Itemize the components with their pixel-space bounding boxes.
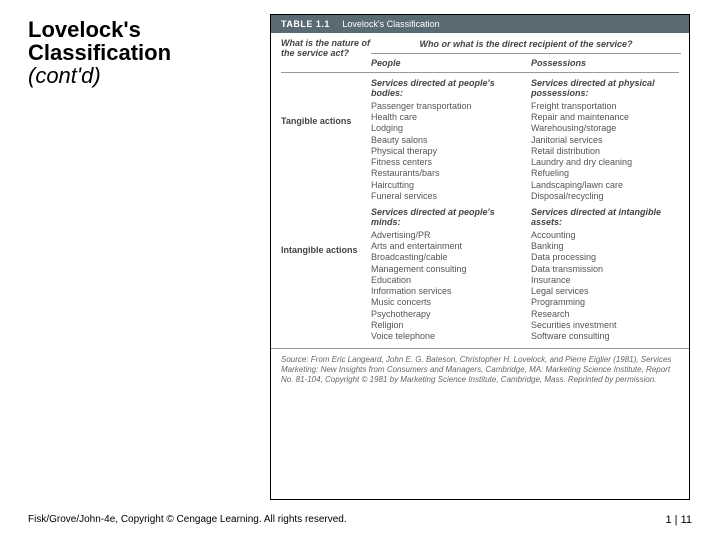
classification-table: TABLE 1.1 Lovelock's Classification What… [270, 14, 690, 500]
list-minds: Advertising/PRArts and entertainmentBroa… [371, 230, 523, 343]
list-item: Securities investment [531, 320, 681, 331]
list-item: Warehousing/storage [531, 123, 681, 134]
source-citation: Source: From Eric Langeard, John E. G. B… [271, 348, 689, 385]
list-item: Passenger transportation [371, 101, 523, 112]
footer-page-number: 1 | 11 [665, 514, 692, 526]
list-item: Arts and entertainment [371, 241, 523, 252]
list-item: Funeral services [371, 191, 523, 202]
question-nature: What is the nature of the service act? [281, 39, 371, 59]
table-body: Tangible actions Services directed at pe… [271, 79, 689, 342]
slide-title: Lovelock's Classification (cont'd) [28, 18, 248, 87]
list-item: Physical therapy [371, 146, 523, 157]
list-bodies: Passenger transportationHealth careLodgi… [371, 101, 523, 202]
list-item: Repair and maintenance [531, 112, 681, 123]
list-item: Insurance [531, 275, 681, 286]
row-label-tangible: Tangible actions [281, 79, 371, 202]
list-item: Disposal/recycling [531, 191, 681, 202]
category-intangible-assets: Services directed at intangible assets: [531, 208, 681, 228]
list-item: Fitness centers [371, 157, 523, 168]
table-number: TABLE 1.1 [281, 19, 330, 29]
list-item: Janitorial services [531, 135, 681, 146]
list-item: Restaurants/bars [371, 168, 523, 179]
slide-footer: Fisk/Grove/John-4e, Copyright © Cengage … [28, 514, 692, 526]
list-item: Advertising/PR [371, 230, 523, 241]
title-line-2: Classification [28, 41, 248, 64]
row-label-intangible: Intangible actions [281, 208, 371, 342]
list-item: Data processing [531, 252, 681, 263]
list-intangible: AccountingBankingData processingData tra… [531, 230, 681, 343]
list-item: Management consulting [371, 264, 523, 275]
table-question-row: What is the nature of the service act? W… [271, 33, 689, 68]
list-item: Retail distribution [531, 146, 681, 157]
col-header-possessions: Possessions [531, 58, 586, 68]
list-item: Banking [531, 241, 681, 252]
section-intangible: Intangible actions Services directed at … [281, 208, 679, 342]
list-item: Religion [371, 320, 523, 331]
list-item: Haircutting [371, 180, 523, 191]
list-item: Lodging [371, 123, 523, 134]
question-recipient: Who or what is the direct recipient of t… [371, 39, 681, 54]
category-bodies: Services directed at people's bodies: [371, 79, 523, 99]
list-item: Research [531, 309, 681, 320]
list-item: Information services [371, 286, 523, 297]
list-item: Accounting [531, 230, 681, 241]
list-item: Software consulting [531, 331, 681, 342]
footer-copyright: Fisk/Grove/John-4e, Copyright © Cengage … [28, 514, 347, 526]
list-item: Broadcasting/cable [371, 252, 523, 263]
section-tangible: Tangible actions Services directed at pe… [281, 79, 679, 202]
list-item: Music concerts [371, 297, 523, 308]
list-item: Programming [531, 297, 681, 308]
list-item: Laundry and dry cleaning [531, 157, 681, 168]
list-item: Freight transportation [531, 101, 681, 112]
divider [281, 72, 679, 73]
list-item: Beauty salons [371, 135, 523, 146]
list-item: Legal services [531, 286, 681, 297]
table-title: Lovelock's Classification [342, 19, 439, 29]
slide: Lovelock's Classification (cont'd) TABLE… [0, 0, 720, 540]
list-physical: Freight transportationRepair and mainten… [531, 101, 681, 202]
list-item: Psychotherapy [371, 309, 523, 320]
category-physical: Services directed at physical possession… [531, 79, 681, 99]
list-item: Health care [371, 112, 523, 123]
list-item: Education [371, 275, 523, 286]
list-item: Refueling [531, 168, 681, 179]
category-minds: Services directed at people's minds: [371, 208, 523, 228]
list-item: Landscaping/lawn care [531, 180, 681, 191]
list-item: Data transmission [531, 264, 681, 275]
col-header-people: People [371, 58, 401, 68]
title-line-1: Lovelock's [28, 18, 248, 41]
table-header-bar: TABLE 1.1 Lovelock's Classification [271, 15, 689, 33]
list-item: Voice telephone [371, 331, 523, 342]
title-line-3: (cont'd) [28, 64, 248, 87]
